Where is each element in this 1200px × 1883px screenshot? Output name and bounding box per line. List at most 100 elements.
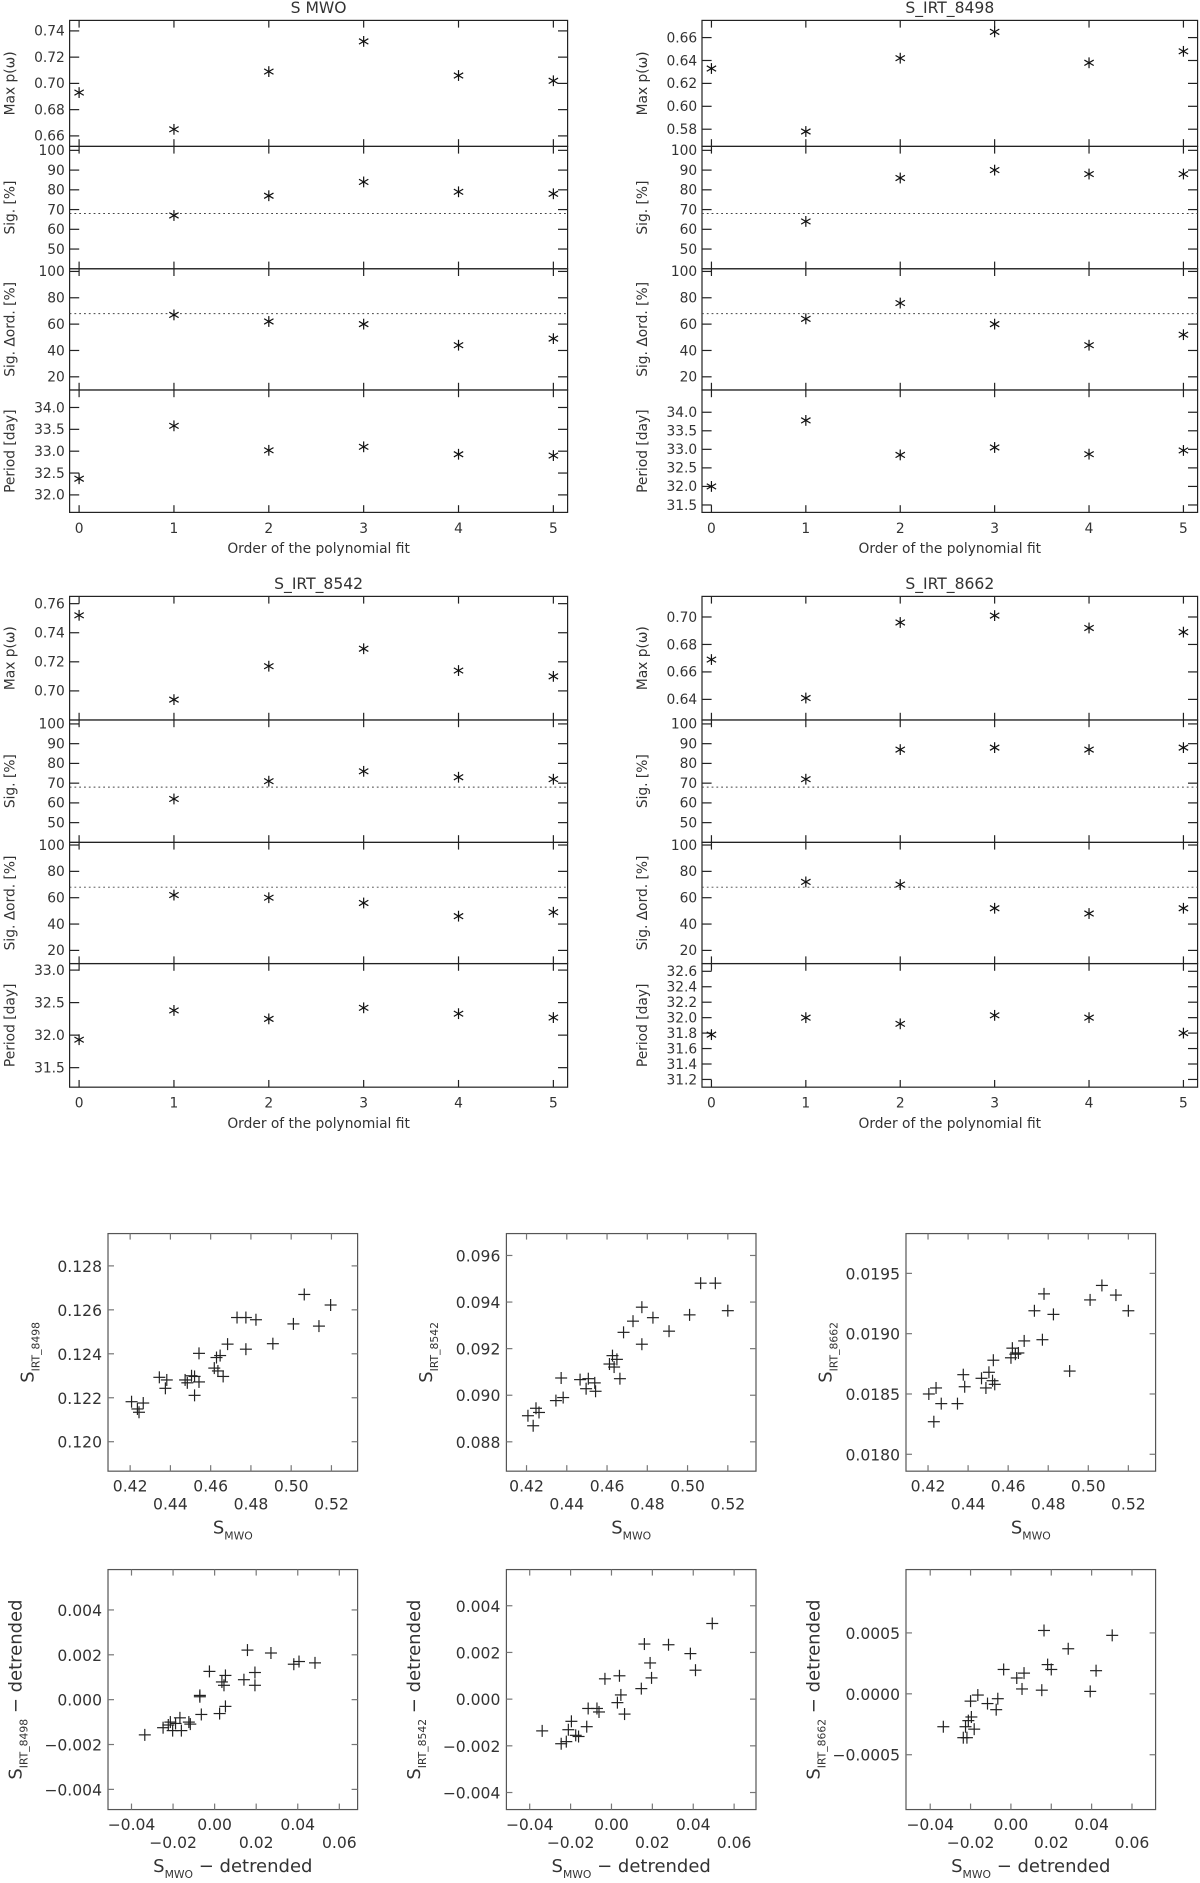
data-point-plus <box>221 1338 234 1351</box>
data-point-plus <box>1036 1333 1049 1346</box>
asterisk-stroke <box>74 612 85 619</box>
y-tick-label: 33.5 <box>34 422 65 438</box>
x-tick-label: −0.02 <box>149 1834 197 1852</box>
asterisk-stroke <box>548 908 559 916</box>
y-tick-label: 31.8 <box>667 1026 698 1042</box>
data-point-plus <box>533 1406 546 1419</box>
x-axis-label: SMWO − detrended <box>552 1856 711 1881</box>
y-axis-label: SIRT_8498 − detrended <box>6 1599 31 1779</box>
y-tick-label: 0.58 <box>667 122 698 138</box>
chart-title: S_IRT_8542 <box>274 575 363 594</box>
label-main: S <box>416 1371 437 1382</box>
data-point-plus <box>1063 1365 1076 1378</box>
x-tick-label: 0.02 <box>635 1834 670 1852</box>
scatter-plot: −0.04−0.020.00 0.02 0.04 0.06 −0.004 −0.002 0.… <box>404 1568 757 1881</box>
asterisk-stroke <box>358 38 369 45</box>
data-point-plus <box>125 1395 138 1408</box>
asterisk-stroke <box>1084 746 1095 753</box>
x-axis-label: Order of the polynomial fit <box>227 541 410 557</box>
data-point-plus <box>1035 1684 1048 1697</box>
y-axis-label: Max p(ω) <box>635 626 651 690</box>
data-point-plus <box>182 1716 195 1729</box>
asterisk-stroke <box>74 1036 85 1043</box>
data-point-asterisk <box>895 879 906 890</box>
data-point-plus <box>266 1337 279 1350</box>
data-point-asterisk <box>548 906 559 918</box>
y-tick-label: 100 <box>38 264 64 280</box>
panel-frame <box>701 962 1199 1088</box>
panel-frame <box>69 595 569 721</box>
data-point-asterisk <box>989 1009 1000 1021</box>
asterisk-stroke <box>1178 905 1189 912</box>
data-point-plus <box>536 1724 549 1737</box>
x-tick-label: 1 <box>801 521 810 537</box>
data-point-asterisk <box>989 902 1000 914</box>
y-tick-label: 33.0 <box>667 442 698 458</box>
asterisk-stroke <box>895 54 906 62</box>
data-point-plus <box>1006 1342 1019 1355</box>
data-point-plus <box>1038 1624 1051 1637</box>
data-point-asterisk <box>453 448 464 460</box>
x-tick-label: 0 <box>707 521 716 537</box>
data-point-asterisk <box>706 481 717 492</box>
data-point-plus <box>1084 1685 1097 1698</box>
label-subscript: IRT_8542 <box>416 1719 429 1768</box>
x-tick-label: 0.52 <box>1111 1496 1146 1514</box>
asterisk-stroke <box>1084 59 1095 67</box>
y-tick-label: 32.0 <box>667 1010 698 1026</box>
data-point-plus <box>1106 1629 1119 1642</box>
y-tick-label: 0.76 <box>34 596 65 612</box>
data-point-plus <box>160 1373 173 1386</box>
data-point-plus <box>574 1373 587 1386</box>
data-point-plus <box>1095 1279 1108 1292</box>
x-tick-label: 5 <box>1179 521 1188 537</box>
x-tick-label: 0.00 <box>197 1816 232 1834</box>
x-tick-label: 3 <box>990 1096 999 1112</box>
label-subscript: MWO <box>623 1530 651 1543</box>
data-point-asterisk <box>1084 168 1095 180</box>
asterisk-stroke <box>548 673 559 680</box>
y-tick-label: 80 <box>680 756 698 772</box>
data-point-plus <box>927 1415 940 1428</box>
plot-frame <box>905 1568 1157 1811</box>
y-tick-label: 0.68 <box>34 102 65 118</box>
data-point-plus <box>1016 1682 1029 1695</box>
data-point-asterisk <box>74 87 85 98</box>
data-point-asterisk <box>895 617 906 628</box>
data-point-plus <box>175 1724 188 1737</box>
y-axis-label: Max p(ω) <box>2 626 18 690</box>
y-axis-label: Sig. [%] <box>2 754 18 808</box>
y-tick-label: 40 <box>680 343 698 359</box>
panel: 31.5 32.0 32.5 33.0 33.5 34.0 Period [day] <box>635 389 1199 514</box>
data-point-plus <box>137 1397 150 1410</box>
y-tick-label: 0.74 <box>34 626 65 642</box>
data-point-plus <box>982 1366 995 1379</box>
data-point-asterisk <box>800 876 811 888</box>
data-point-plus <box>192 1347 205 1360</box>
data-point-asterisk <box>168 309 179 321</box>
y-tick-label: 60 <box>47 796 65 812</box>
data-point-asterisk <box>263 660 274 672</box>
x-tick-label: 0.46 <box>590 1478 625 1496</box>
asterisk-stroke <box>548 452 559 459</box>
x-tick-label: 2 <box>264 521 273 537</box>
asterisk-stroke <box>263 447 274 454</box>
y-tick-label: 0.66 <box>667 665 698 681</box>
x-tick-label: 0.52 <box>314 1496 349 1514</box>
asterisk-stroke <box>453 341 464 349</box>
data-point-plus <box>298 1288 311 1301</box>
data-point-plus <box>1084 1293 1097 1306</box>
x-tick-label: −0.02 <box>547 1834 595 1852</box>
data-point-plus <box>964 1695 977 1708</box>
data-point-plus <box>181 1376 194 1389</box>
asterisk-stroke <box>358 178 369 186</box>
data-point-asterisk <box>548 75 559 87</box>
y-tick-label: 70 <box>47 202 65 218</box>
data-point-plus <box>960 1731 973 1744</box>
label-subscript: MWO <box>165 1868 193 1881</box>
y-tick-label: 100 <box>671 264 697 280</box>
data-point-asterisk <box>168 210 179 221</box>
asterisk-stroke <box>800 128 811 135</box>
y-tick-label: 0.090 <box>456 1387 501 1405</box>
y-tick-label: 60 <box>47 891 65 907</box>
